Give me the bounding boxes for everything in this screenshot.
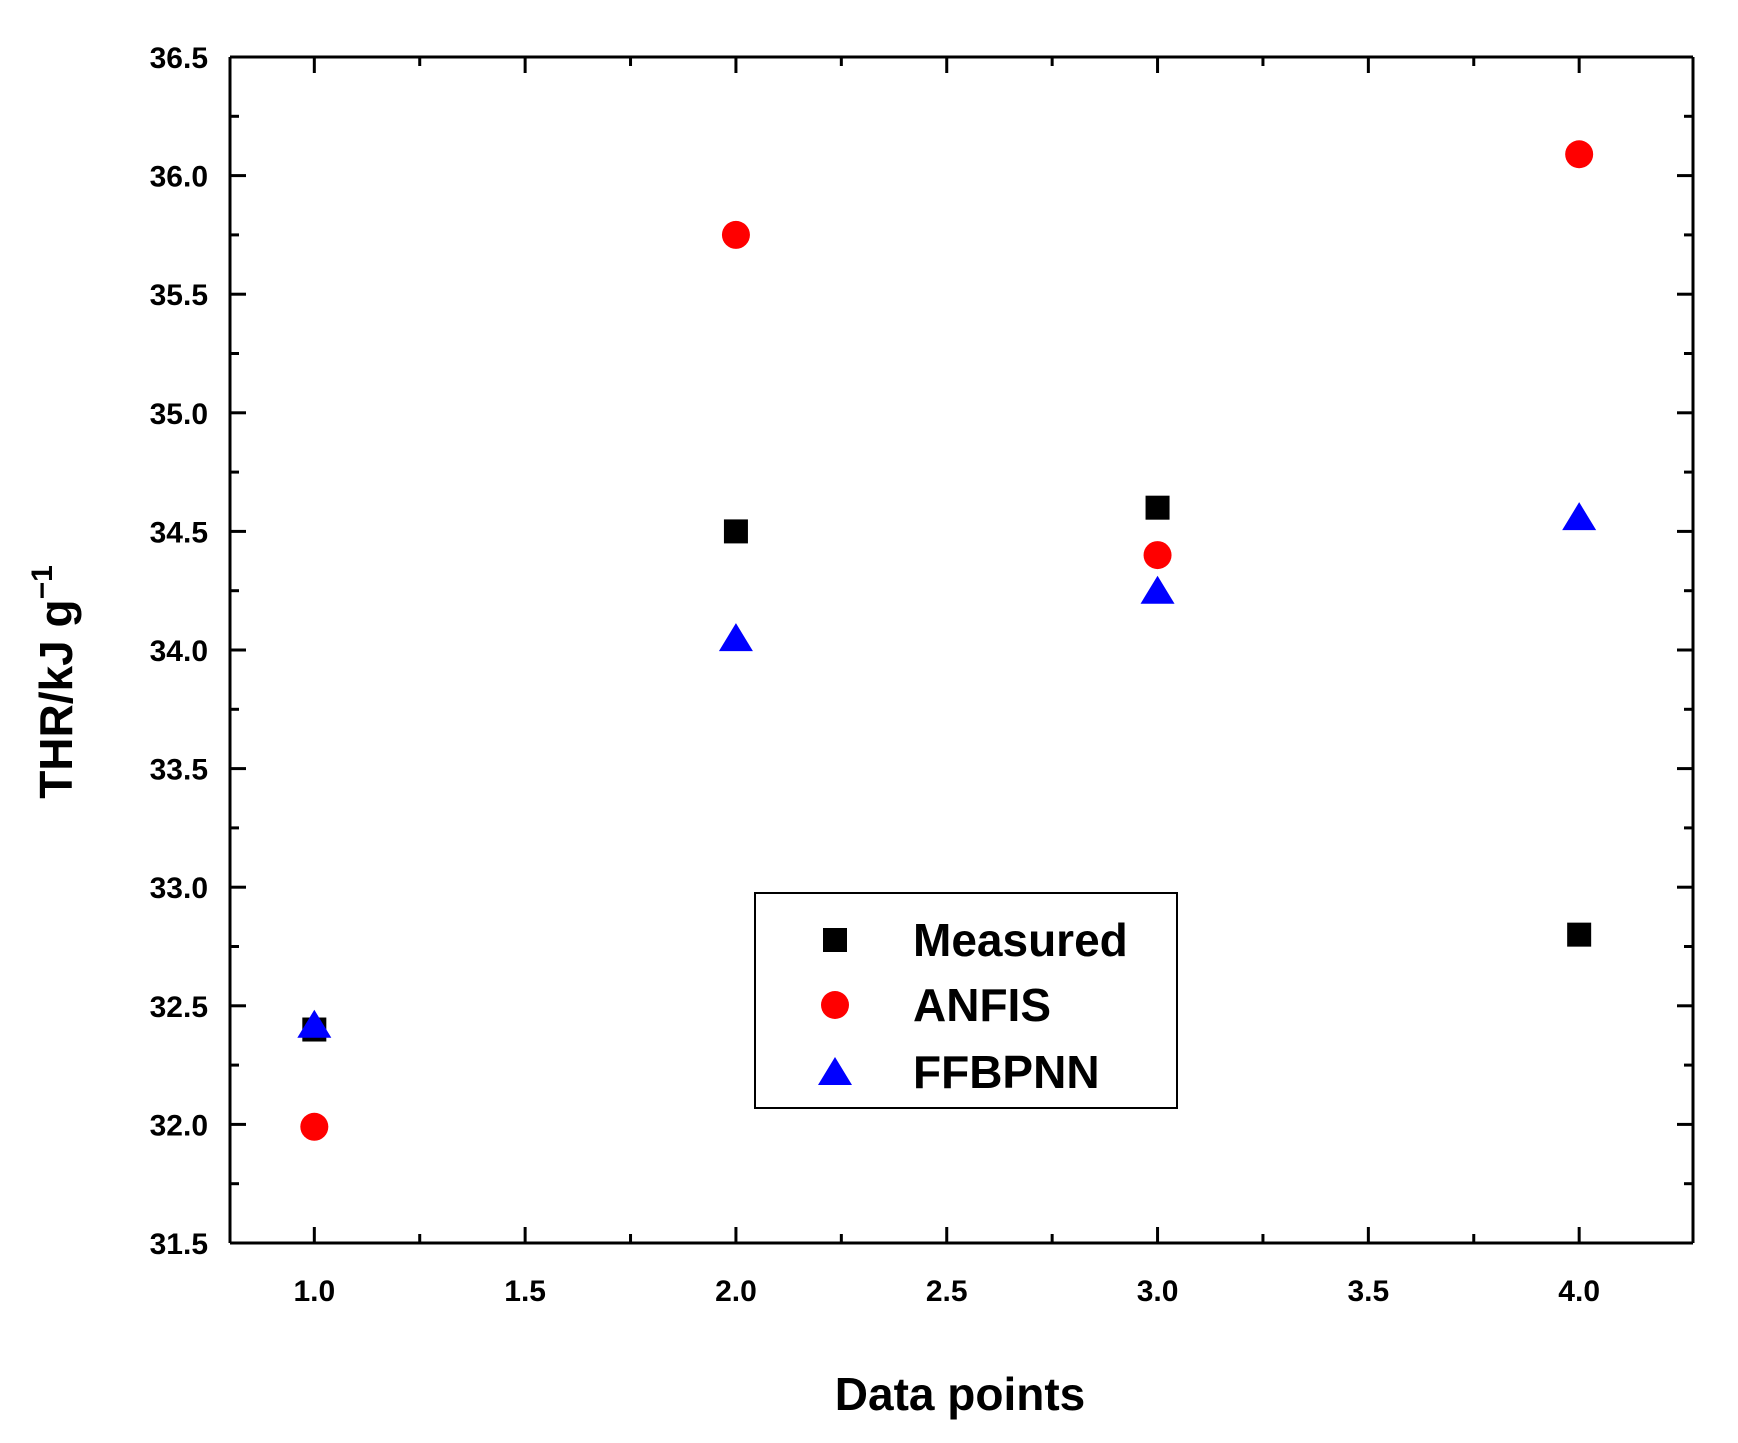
ticks: 1.0 1.5 2.0 2.5 3.0 3.5 4.0 31.5 32.0 32.5 33.0 33.… [150,42,1693,1308]
y-tick-label: 34.0 [150,635,208,668]
x-tick-label: 3.5 [1347,1275,1389,1308]
x-tick-label: 2.0 [715,1275,757,1308]
y-axis-title-main: THR/kJ g [30,599,82,798]
legend-marker-anfis [821,991,849,1019]
x-tick-label: 2.5 [926,1275,968,1308]
measured-point [1145,495,1170,520]
y-axis-title-superscript: −1 [26,565,59,599]
anfis-point [1565,140,1594,169]
y-tick-label: 36.0 [150,161,208,194]
x-axis-title: Data points [835,1368,1085,1420]
legend: Measured ANFIS FFBPNN [754,892,1178,1109]
measured-point [1567,922,1592,947]
x-tick-label: 1.5 [504,1275,546,1308]
y-tick-label: 36.5 [150,42,208,75]
legend-marker-ffbpnn [818,1057,852,1085]
y-tick-label: 31.5 [150,1228,208,1261]
legend-label-ffbpnn: FFBPNN [913,1046,1100,1098]
y-tick-label: 33.5 [150,754,208,787]
x-tick-label: 4.0 [1558,1275,1600,1308]
series-ffbpnn [297,502,1597,1038]
measured-point [723,519,748,544]
y-tick-label: 32.5 [150,991,208,1024]
data-marks [297,140,1597,1141]
x-tick-label: 3.0 [1137,1275,1179,1308]
y-tick-label: 35.5 [150,279,208,312]
y-axis-title: THR/kJ g−1 [26,565,82,799]
anfis-point [300,1112,329,1141]
ffbpnn-point [1140,575,1175,604]
legend-marker-measured [823,928,847,952]
axes [228,55,1695,1245]
legend-label-anfis: ANFIS [913,979,1051,1031]
ffbpnn-point [1562,502,1597,531]
y-tick-label: 32.0 [150,1109,208,1142]
x-tick-label: 1.0 [293,1275,335,1308]
ffbpnn-point [297,1009,332,1038]
y-tick-label: 35.0 [150,398,208,431]
legend-items: Measured ANFIS FFBPNN [818,914,1128,1098]
anfis-point [721,220,750,249]
anfis-point [1143,541,1172,570]
y-tick-label: 34.5 [150,516,208,549]
y-tick-label: 33.0 [150,872,208,905]
series-anfis [300,140,1594,1141]
ffbpnn-point [718,623,753,652]
legend-label-measured: Measured [913,914,1128,966]
